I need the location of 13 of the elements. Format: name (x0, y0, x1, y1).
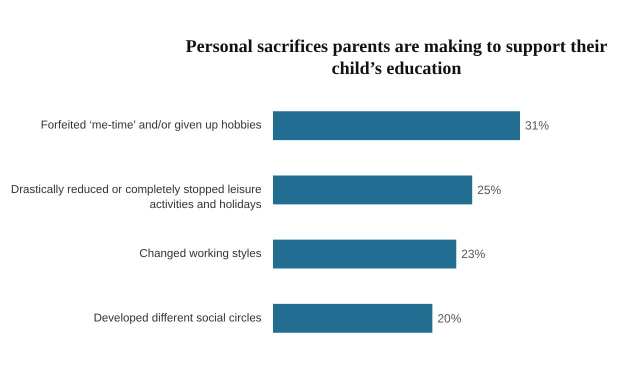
bar (273, 304, 432, 333)
chart-title: Personal sacrifices parents are making to support their child’s education (186, 36, 608, 78)
data-label: 20% (437, 311, 462, 326)
y-tick-label: Forfeited ‘me-time’ and/or given up hobbies (40, 120, 262, 132)
y-tick-label: Developed different social circles (94, 312, 262, 324)
bar (273, 240, 456, 269)
data-label: 25% (477, 182, 502, 197)
y-tick-label: Drastically reduced or completely stopped leisure activities and holidays (10, 184, 262, 211)
data-label: 23% (461, 247, 486, 262)
y-tick-label: Changed working styles (139, 248, 262, 260)
bar (273, 111, 520, 140)
bar (273, 175, 472, 204)
data-label: 31% (525, 118, 550, 133)
